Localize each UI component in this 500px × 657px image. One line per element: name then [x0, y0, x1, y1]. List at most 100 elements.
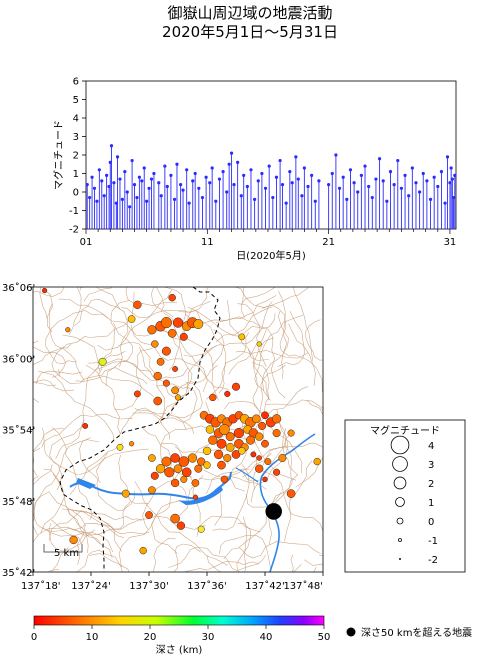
- contour-line: [165, 365, 218, 420]
- contour-line: [94, 361, 189, 381]
- mt-point: [260, 171, 264, 176]
- contour-line: [223, 474, 299, 559]
- event-marker: [174, 394, 182, 401]
- contour-line: [33, 464, 53, 486]
- contour-line: [33, 428, 65, 476]
- mt-point: [453, 173, 457, 177]
- mt-point: [290, 181, 294, 185]
- event-marker: [194, 464, 203, 473]
- mt-x-tick-label: 21: [322, 237, 335, 248]
- map-lon-tick-label: 137˚24': [71, 580, 111, 592]
- map-lat-tick-label: 36˚06': [2, 282, 35, 294]
- map-lat-tick-label: 36˚00': [2, 353, 35, 365]
- contour-line: [76, 549, 122, 572]
- contour-line: [74, 523, 125, 538]
- event-marker: [220, 475, 229, 484]
- event-marker: [128, 441, 135, 447]
- mt-point: [352, 181, 356, 185]
- map-ticks: 137˚18' 137˚24' 137˚30' 137˚36' 137˚42'137˚4…: [2, 282, 324, 592]
- mt-point: [132, 183, 137, 187]
- event-marker: [167, 328, 177, 338]
- mt-x-ticks: 01 11 21 31: [80, 229, 456, 248]
- event-marker: [224, 390, 231, 397]
- river-tributary: [235, 467, 259, 483]
- contour-line: [97, 289, 172, 351]
- depth-colorbar-ticks: 0 10 20 30 40 50: [31, 625, 330, 643]
- magnitude-legend-symbol: [398, 558, 401, 561]
- magnitude-legend-label: 4: [428, 441, 434, 452]
- event-marker: [172, 317, 184, 328]
- event-marker: [65, 327, 71, 333]
- mt-y-ticks: -2 -1 0 1 2 3 4 5 6: [69, 77, 86, 236]
- mt-point: [204, 175, 208, 179]
- event-marker: [172, 366, 179, 372]
- mt-point: [381, 179, 385, 183]
- mt-point: [439, 170, 444, 174]
- mt-point: [414, 181, 418, 185]
- event-marker: [286, 489, 296, 498]
- depth-colorbar-tick-label: 0: [31, 632, 37, 643]
- contour-line: [173, 543, 202, 572]
- mt-point: [90, 175, 94, 179]
- deep-event-marker: [265, 503, 282, 520]
- contour-line: [33, 379, 75, 392]
- event-markers: [41, 287, 321, 555]
- mt-point: [306, 184, 310, 189]
- contour-line: [62, 334, 101, 372]
- scale-bar-line: [43, 544, 83, 553]
- mt-point: [128, 205, 132, 209]
- mt-point: [280, 183, 285, 187]
- mt-point: [169, 173, 173, 177]
- event-marker: [287, 429, 295, 437]
- magnitude-legend-symbol: [390, 435, 410, 455]
- contour-line: [176, 381, 203, 418]
- event-marker: [197, 457, 206, 466]
- event-marker: [170, 478, 180, 488]
- event-marker: [272, 429, 281, 438]
- mt-point: [399, 186, 404, 190]
- contour-line: [36, 370, 83, 385]
- mt-point: [410, 166, 414, 170]
- contour-line: [292, 563, 302, 572]
- mt-point: [337, 186, 342, 190]
- contour-line: [83, 287, 113, 302]
- mt-point: [200, 195, 205, 200]
- event-marker: [156, 357, 165, 366]
- mt-point: [100, 179, 104, 183]
- deep-event-markers: [265, 503, 282, 520]
- event-marker: [256, 455, 262, 461]
- contour-line: [130, 324, 230, 390]
- mt-point: [242, 173, 246, 177]
- event-marker: [313, 457, 321, 466]
- lake-central: [178, 486, 223, 505]
- contour-line: [265, 399, 323, 408]
- map-lon-tick-label: 137˚36': [187, 580, 227, 592]
- event-marker: [145, 511, 153, 519]
- event-marker: [98, 357, 107, 366]
- mt-x-tick-label: 01: [80, 237, 93, 248]
- contour-line: [278, 290, 323, 393]
- mt-point: [239, 194, 243, 198]
- contour-line: [253, 337, 274, 401]
- mt-y-tick-label: 1: [73, 169, 79, 180]
- mt-point: [181, 188, 185, 192]
- map-lon-tick-label: 137˚42': [245, 580, 285, 592]
- event-marker: [164, 467, 175, 478]
- event-marker: [148, 454, 156, 462]
- mt-point: [112, 181, 116, 185]
- magnitude-legend-label: 1: [428, 498, 434, 509]
- mt-y-tick-label: -2: [69, 225, 79, 236]
- mt-point: [227, 162, 231, 166]
- mt-point: [191, 179, 195, 183]
- contour-line: [118, 493, 172, 572]
- contour-line: [238, 541, 321, 559]
- contour-line: [261, 304, 288, 401]
- mt-point: [185, 168, 189, 172]
- mt-point: [172, 197, 177, 201]
- magnitude-legend-title: マグニチュード: [370, 424, 440, 437]
- mt-point: [313, 199, 317, 203]
- mt-point: [385, 199, 389, 203]
- contour-line: [211, 329, 225, 401]
